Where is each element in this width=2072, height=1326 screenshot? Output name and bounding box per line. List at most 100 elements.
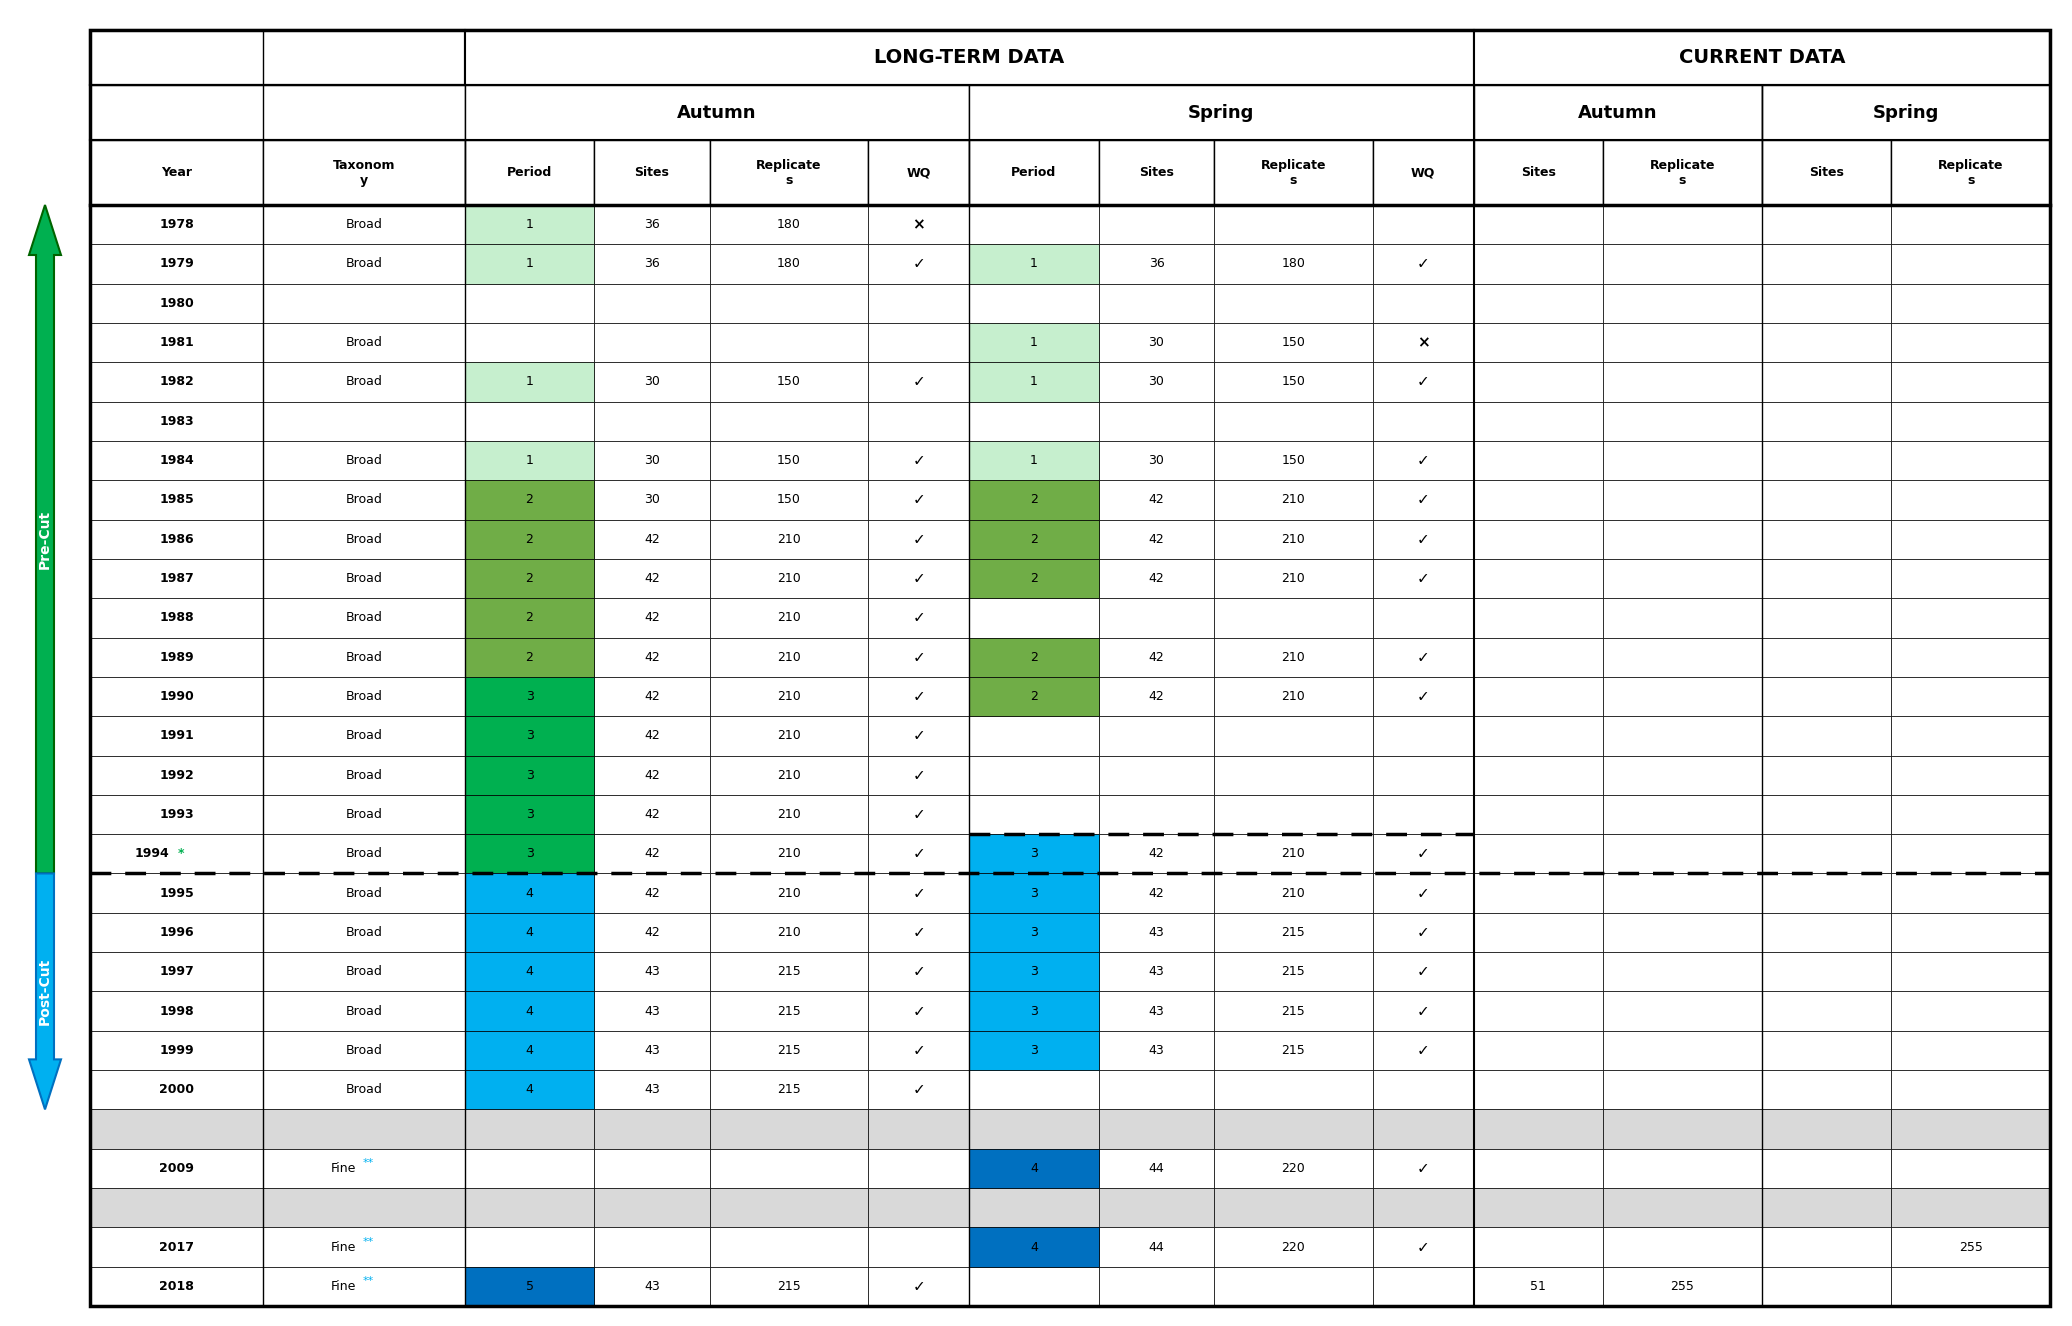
Text: Replicate
s: Replicate s xyxy=(1937,159,2004,187)
Bar xyxy=(1761,676,1892,716)
Bar xyxy=(464,442,595,480)
Bar xyxy=(464,244,595,284)
Text: 42: 42 xyxy=(1148,690,1164,703)
Bar xyxy=(595,402,711,442)
Text: ✓: ✓ xyxy=(1417,1160,1430,1176)
Bar xyxy=(89,756,263,794)
Bar xyxy=(595,1030,711,1070)
Bar xyxy=(263,794,464,834)
Bar xyxy=(1761,992,1892,1030)
Text: 210: 210 xyxy=(1280,847,1305,861)
Bar xyxy=(1892,756,2049,794)
Text: 42: 42 xyxy=(644,769,661,781)
Text: 43: 43 xyxy=(644,1005,661,1017)
Text: *: * xyxy=(178,847,184,861)
Text: 42: 42 xyxy=(1148,651,1164,664)
Text: 44: 44 xyxy=(1148,1241,1164,1253)
Bar xyxy=(1473,1030,1604,1070)
Bar xyxy=(263,638,464,676)
Bar xyxy=(595,756,711,794)
Bar xyxy=(89,442,263,480)
Bar xyxy=(1604,520,1761,558)
Bar xyxy=(1761,85,2049,141)
Bar xyxy=(464,834,595,874)
Bar xyxy=(1372,794,1473,834)
Bar xyxy=(89,284,263,324)
Bar xyxy=(1372,1266,1473,1306)
Bar xyxy=(1372,1148,1473,1188)
Bar xyxy=(1214,1070,1372,1110)
Text: 3: 3 xyxy=(1030,847,1038,861)
Bar xyxy=(1761,324,1892,362)
Text: Spring: Spring xyxy=(1873,103,1939,122)
Bar xyxy=(1604,992,1761,1030)
Bar xyxy=(1473,402,1604,442)
Text: 1: 1 xyxy=(1030,257,1038,271)
Bar xyxy=(464,992,595,1030)
Text: ✓: ✓ xyxy=(1417,650,1430,664)
Bar xyxy=(1098,676,1214,716)
Text: ✓: ✓ xyxy=(1417,492,1430,508)
Bar xyxy=(1098,1030,1214,1070)
Text: 215: 215 xyxy=(1280,965,1305,979)
Bar xyxy=(1604,362,1761,402)
Text: 3: 3 xyxy=(1030,926,1038,939)
Bar xyxy=(1098,598,1214,638)
Bar xyxy=(970,284,1098,324)
Bar xyxy=(464,1266,595,1306)
Text: 30: 30 xyxy=(1148,335,1164,349)
Bar xyxy=(1098,794,1214,834)
Text: ✓: ✓ xyxy=(912,728,924,744)
Bar xyxy=(89,30,464,85)
Bar xyxy=(1473,30,2049,85)
Bar xyxy=(711,284,868,324)
Bar xyxy=(263,1188,464,1228)
Bar xyxy=(464,558,595,598)
Bar xyxy=(1604,558,1761,598)
Text: 1983: 1983 xyxy=(160,415,195,428)
Text: ✓: ✓ xyxy=(1417,1044,1430,1058)
Bar xyxy=(595,442,711,480)
Bar xyxy=(1473,1228,1604,1266)
Bar xyxy=(1761,442,1892,480)
Bar xyxy=(1473,1266,1604,1306)
Bar xyxy=(464,206,595,244)
Text: ✓: ✓ xyxy=(912,768,924,782)
Text: ✓: ✓ xyxy=(912,926,924,940)
Bar xyxy=(1214,1228,1372,1266)
Bar xyxy=(1098,141,1214,206)
Bar xyxy=(1098,206,1214,244)
Bar xyxy=(263,206,464,244)
Text: 42: 42 xyxy=(644,847,661,861)
Text: 150: 150 xyxy=(1280,335,1305,349)
Polygon shape xyxy=(29,206,60,874)
Bar xyxy=(1761,362,1892,402)
Bar xyxy=(1473,284,1604,324)
Bar xyxy=(711,362,868,402)
Text: 1981: 1981 xyxy=(160,335,195,349)
Text: Fine: Fine xyxy=(329,1162,356,1175)
Text: 3: 3 xyxy=(1030,887,1038,899)
Bar xyxy=(595,1148,711,1188)
Bar xyxy=(1473,834,1604,874)
Bar xyxy=(1604,206,1761,244)
Bar xyxy=(1098,324,1214,362)
Bar xyxy=(1604,402,1761,442)
Text: 215: 215 xyxy=(777,1044,802,1057)
Bar xyxy=(263,834,464,874)
Bar xyxy=(1214,324,1372,362)
Bar xyxy=(1892,520,2049,558)
Bar xyxy=(711,442,868,480)
Text: 210: 210 xyxy=(1280,572,1305,585)
Text: 180: 180 xyxy=(777,219,802,231)
Bar xyxy=(1761,558,1892,598)
Bar xyxy=(89,206,263,244)
Text: Period: Period xyxy=(1011,166,1057,179)
Text: Broad: Broad xyxy=(346,453,381,467)
Bar xyxy=(711,1070,868,1110)
Bar xyxy=(464,1188,595,1228)
Bar xyxy=(1892,834,2049,874)
Bar xyxy=(1214,874,1372,912)
Bar xyxy=(1761,638,1892,676)
Bar xyxy=(970,244,1098,284)
